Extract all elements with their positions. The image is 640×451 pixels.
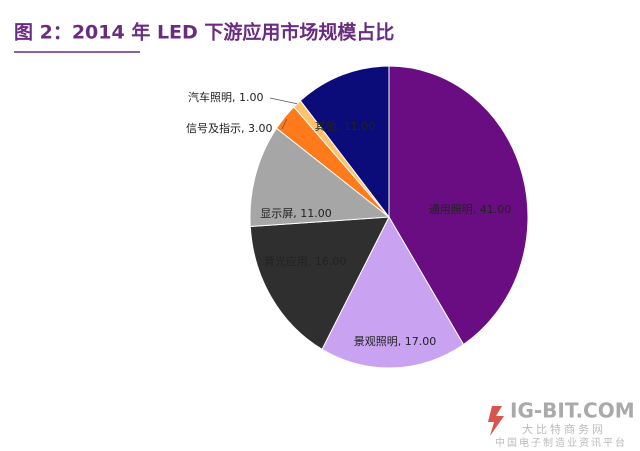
watermark-brand: IG-BIT.COM — [510, 399, 635, 423]
leader-line — [281, 118, 288, 130]
watermark-logo — [488, 406, 504, 436]
watermark: IG-BIT.COM 大比特商务网 中国电子制造业资讯平台 — [488, 399, 635, 449]
data-label: 显示屏, 11.00 — [260, 207, 331, 220]
pie-slice — [321, 215, 465, 369]
data-label: 其他, 11.00 — [315, 120, 375, 133]
watermark-name: 大比特商务网 — [522, 422, 606, 436]
data-label: 信号及指示, 3.00 — [186, 121, 273, 135]
pie-slice — [388, 65, 529, 346]
chart-title: 图 2：2014 年 LED 下游应用市场规模占比 — [14, 21, 394, 44]
data-label: 汽车照明, 1.00 — [188, 90, 264, 104]
watermark-slogan: 中国电子制造业资讯平台 — [495, 436, 627, 449]
pie-slice — [249, 216, 390, 351]
pie-slice — [299, 65, 390, 219]
data-label: 景观照明, 17.00 — [354, 335, 436, 348]
pie-slice — [249, 127, 391, 228]
data-label: 通用照明, 41.00 — [429, 203, 511, 216]
leader-line — [269, 97, 298, 105]
data-label: 背光应用, 16.00 — [264, 254, 346, 268]
